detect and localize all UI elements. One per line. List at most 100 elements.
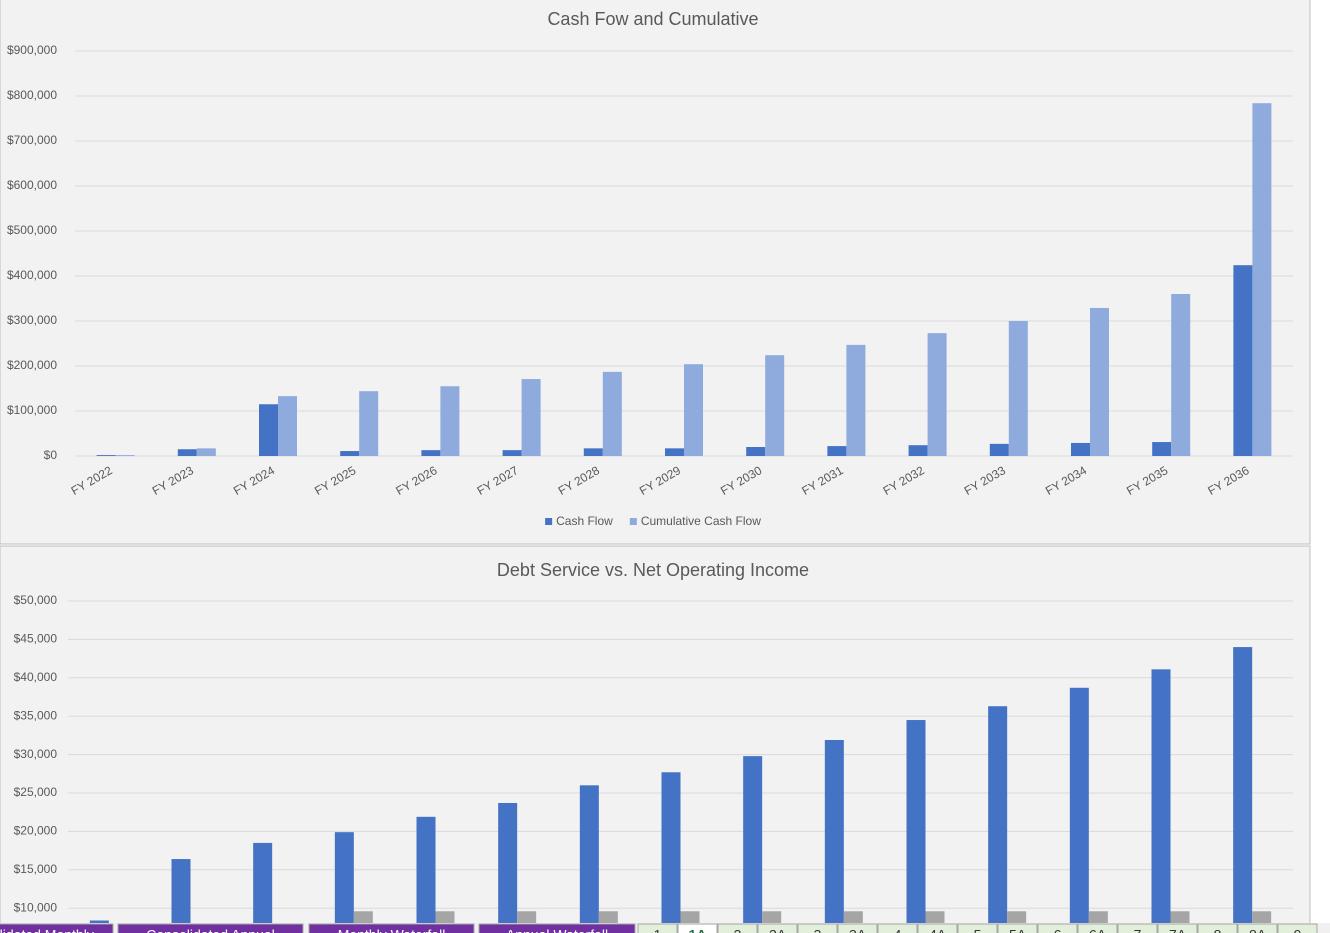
bar [746,447,766,456]
sheet-tab-label[interactable]: 1 [654,927,662,933]
sheet-tab[interactable] [1277,923,1318,933]
sheet-tab-label[interactable]: Consolidated Monthly [0,927,94,933]
sheet-tab[interactable] [677,923,718,933]
sheet-tab[interactable] [917,923,958,933]
bar [906,720,926,923]
chart: Debt Service vs. Net Operating Income $10… [14,560,1293,923]
sheet-tab[interactable] [797,923,838,933]
sheet-tab-label[interactable]: 8A [1249,927,1267,933]
bar [259,404,278,456]
sheet-tab-label[interactable]: 7A [1169,927,1187,933]
sheet-tab[interactable] [1037,923,1078,933]
bar [765,355,785,456]
sheet-tab[interactable] [117,923,304,933]
y-tick-label: $15,000 [14,862,58,876]
bar [196,448,216,456]
bar [1088,911,1108,923]
y-tick-label: $300,000 [7,313,57,327]
y-tick-label: $50,000 [14,593,58,607]
bar [988,706,1008,923]
bar [846,344,866,456]
sheet-tab-label[interactable]: Monthly Waterfall [338,927,446,933]
bar [680,911,700,923]
sheet-tab[interactable] [1197,923,1238,933]
legend-swatch [629,518,637,525]
bar [353,911,373,923]
sheet-tab[interactable] [1077,923,1118,933]
y-tick-label: $200,000 [7,358,57,372]
bar [925,911,945,923]
y-tick-label: $900,000 [7,43,57,57]
bar [579,785,599,923]
bar [989,443,1009,456]
sheet-tab[interactable] [717,923,758,933]
y-tick-label: $20,000 [14,824,58,838]
bar [115,455,135,456]
bar [278,396,297,456]
bar [1008,321,1028,456]
bar [502,450,522,456]
sheet-tab-label[interactable]: 6 [1054,927,1062,933]
bar [827,446,847,456]
y-tick-label: $0 [44,448,58,462]
sheet-tab-label[interactable]: Annual Waterfall [506,927,608,933]
legend-label: Cumulative Cash Flow [641,514,761,528]
sheet-tab[interactable] [957,923,998,933]
y-tick-label: $40,000 [14,670,58,684]
sheet-tab-label[interactable]: 4A [929,927,947,933]
sheet-tab-label[interactable]: 6A [1089,927,1107,933]
sheet-tab[interactable] [877,923,918,933]
sheet-tab[interactable] [1117,923,1158,933]
bar [1007,911,1027,923]
sheet-tab-label[interactable]: 9 [1294,927,1302,933]
sheet-tab-label[interactable]: 2A [769,927,787,933]
bar [665,448,684,456]
sheet-tab[interactable] [997,923,1038,933]
sheet-tab-label[interactable]: 8 [1214,927,1222,933]
sheet-tab[interactable] [757,923,798,933]
sheet-tab-label[interactable]: 2 [734,927,742,933]
y-tick-label: $400,000 [7,268,57,282]
sheet-tab[interactable] [1157,923,1198,933]
bar [602,371,622,456]
legend-swatch [545,518,553,525]
sheet-tab-label[interactable]: 1A [689,927,707,933]
bar [517,911,537,923]
bar [334,832,354,923]
bar [843,911,863,923]
chart-title: Debt Service vs. Net Operating Income [497,560,809,580]
y-tick-label: $10,000 [14,900,58,914]
sheet-tab[interactable] [0,923,114,933]
y-tick-label: $800,000 [7,88,57,102]
bar [684,364,703,456]
bar [583,448,603,456]
y-tick-label: $45,000 [14,632,58,646]
bar [1069,687,1089,923]
bar [1071,442,1090,456]
sheet-tab[interactable] [1237,923,1278,933]
bar [1171,294,1191,456]
sheet-tab-label[interactable]: 7 [1134,927,1142,933]
bar [416,816,436,923]
bar [762,911,782,923]
chart-panel [0,0,1311,545]
sheet-tab[interactable] [637,923,678,933]
sheet-tab-label[interactable]: 3A [849,927,867,933]
bar [421,450,441,456]
sheet-tab[interactable] [478,923,636,933]
y-tick-label: $100,000 [7,403,57,417]
sheet-tab-label[interactable]: Consolidated Annual [146,927,274,933]
bar [1233,647,1253,923]
bar [598,911,618,923]
sheet-tab-label[interactable]: 5A [1009,927,1027,933]
bar [359,391,379,456]
sheet-tab[interactable] [837,923,878,933]
bar [661,772,681,923]
y-tick-label: $30,000 [14,747,58,761]
sheet-tab-label[interactable]: 5 [974,927,982,933]
bar [89,920,109,923]
sheet-tab-label[interactable]: 4 [894,927,902,933]
sheet-tab[interactable] [308,923,475,933]
sheet-tab-label[interactable]: 3 [814,927,822,933]
y-tick-label: $700,000 [7,133,57,147]
